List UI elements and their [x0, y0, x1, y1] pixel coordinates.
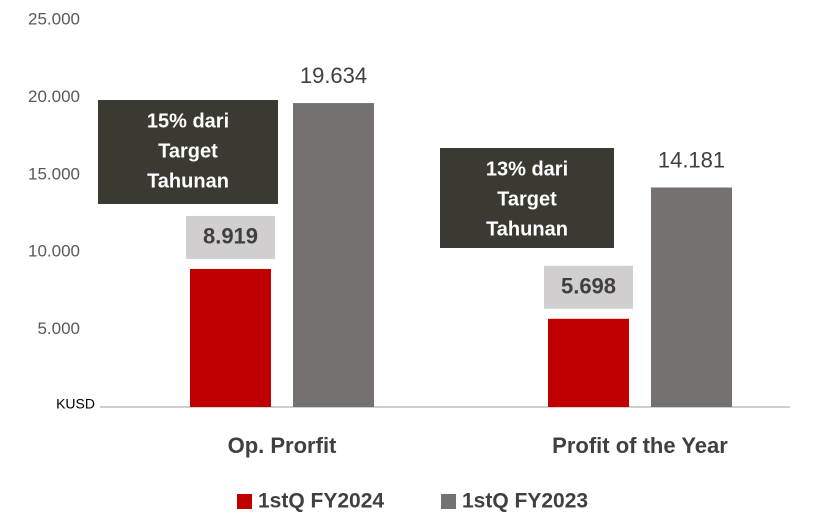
bar: [190, 268, 271, 407]
value-label: 14.181: [658, 147, 725, 172]
annotation-text: 15% dari: [147, 110, 229, 132]
y-tick-label: 15.000: [28, 164, 80, 183]
bar: [548, 318, 629, 407]
value-label-box: [544, 265, 633, 309]
annotation-text: 13% dari: [486, 158, 568, 180]
y-tick-label: 25.000: [28, 9, 80, 28]
bar: [651, 187, 732, 407]
y-tick-label: 5.000: [37, 319, 80, 338]
value-label: 19.634: [300, 63, 367, 88]
legend-swatch: [237, 494, 252, 509]
x-tick-label: Op. Prorfit: [228, 433, 337, 458]
x-tick-label: Profit of the Year: [552, 433, 728, 458]
bar: [293, 103, 374, 408]
y-tick-label: 20.000: [28, 87, 80, 106]
annotation-text: Target: [497, 188, 557, 210]
value-label: 5.698: [561, 274, 616, 299]
value-label: 8.919: [203, 224, 258, 249]
legend-label: 1stQ FY2023: [462, 490, 588, 513]
legend-swatch: [441, 494, 456, 509]
legend-label: 1stQ FY2024: [258, 490, 384, 513]
annotation-box: [440, 148, 614, 248]
annotation-text: Target: [158, 140, 218, 162]
annotation-text: Tahunan: [486, 218, 568, 240]
y-tick-label: 10.000: [28, 242, 80, 261]
value-label-box: [186, 215, 275, 259]
y-axis-label: KUSD: [56, 396, 95, 412]
annotation-text: Tahunan: [147, 170, 229, 192]
annotation-box: [98, 100, 278, 204]
